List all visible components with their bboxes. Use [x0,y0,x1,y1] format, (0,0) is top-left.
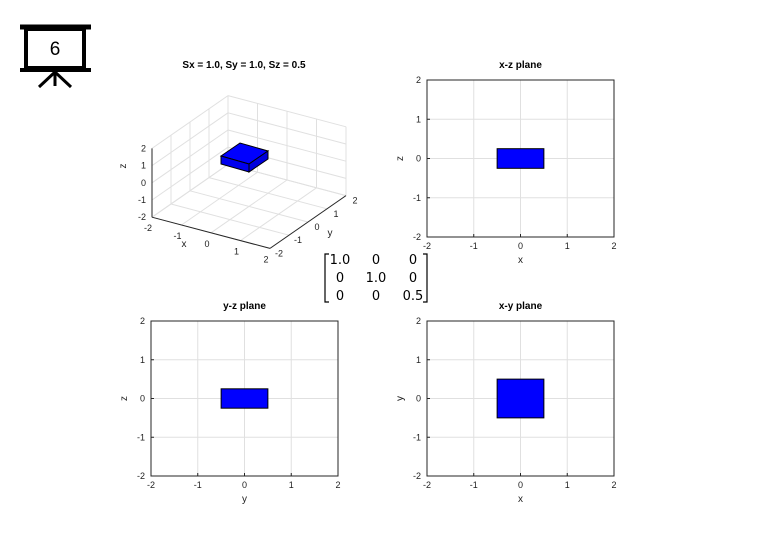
plot-3d-box [219,142,270,173]
x-axis-line [151,216,271,249]
panel-xz-plane: -2-2 -1 -1 0 0 1 1 2 2 x-z plane x z [395,60,617,266]
panel-title: y-z plane [223,301,266,312]
z-tick-label: 2 [141,143,146,153]
matrix-right-bracket [423,253,428,303]
scaled-shape [496,378,545,419]
x-tick-label: 1 [234,247,239,257]
plot-3d-ticks: -2 -1 0 1 2 -2 -1 0 1 2 -2 -1 0 1 2 [138,143,358,264]
scaled-shape [496,148,545,169]
floor-grid-line [189,190,309,223]
x-tick-label: 2 [611,480,616,490]
x-tick-label: 0 [204,239,209,249]
y-tick-label: 0 [314,222,319,232]
x-tick-label: 2 [611,241,616,251]
x-axis-label: x [518,255,523,266]
panel-title: x-z plane [499,60,542,71]
y-tick-label: -2 [413,232,421,242]
plot-3d-zlabel: z [118,164,129,169]
y-tick-label: -1 [413,432,421,442]
matrix-cell: 0 [409,271,417,286]
y-tick-label: -2 [137,471,145,481]
x-tick-label: -1 [173,231,181,241]
matrix-cell: 0 [336,271,344,286]
x-tick-label: 0 [518,480,523,490]
matrix-cells: 1.0 0 0 0 1.0 0 0 0 0.5 [330,253,424,304]
y-tick-label: -2 [413,471,421,481]
x-tick-label: -1 [470,480,478,490]
x-axis-label: y [242,494,247,505]
x-tick-label: 1 [565,241,570,251]
y-axis-line [269,195,347,249]
x-tick-label: 0 [518,241,523,251]
y-tick-label: 0 [416,154,421,164]
plot-3d-title: Sx = 1.0, Sy = 1.0, Sz = 0.5 [182,60,306,71]
y-tick-label: 1 [333,209,338,219]
z-tick-label: 0 [141,178,146,188]
box-side-face [248,150,269,173]
matrix-cell-highlighted: 0.5 [403,289,424,304]
scale-matrix: 1.0 0 0 0 1.0 0 0 0 0.5 [324,253,428,304]
slide-number: 6 [50,39,61,60]
y-tick-label: 2 [352,196,357,206]
x-tick-label: 1 [565,480,570,490]
panel-title: x-y plane [499,301,543,312]
x-tick-label: 2 [263,254,268,264]
y-tick-label: 2 [416,75,421,85]
plot-3d-xlabel: x [182,239,187,250]
matrix-left-bracket [324,253,329,303]
matrix-cell: 0 [409,253,417,268]
y-axis-label: y [395,396,406,401]
z-tick-label: -1 [138,195,146,205]
side-wall-grid-line [151,95,229,149]
z-tick-label: -2 [138,212,146,222]
y-tick-label: 1 [416,355,421,365]
y-tick-label: -1 [137,432,145,442]
y-tick-label: -1 [413,193,421,203]
y-tick-label: 1 [140,355,145,365]
floor-grid-line [208,177,328,210]
y-tick-label: 2 [416,316,421,326]
x-axis-label: x [518,494,523,505]
x-tick-label: -2 [423,480,431,490]
plot-3d: Sx = 1.0, Sy = 1.0, Sz = 0.5 -2 -1 0 1 2 -2 -1… [118,60,358,264]
x-tick-label: -1 [194,480,202,490]
x-tick-label: 0 [242,480,247,490]
z-tick-label: 1 [141,161,146,171]
x-tick-label: -2 [144,223,152,233]
matrix-cell: 0 [372,289,380,304]
matrix-cell: 0 [372,253,380,268]
y-tick-label: 1 [416,114,421,124]
x-tick-label: -2 [423,241,431,251]
x-tick-label: 2 [335,480,340,490]
presentation-board-icon: 6 [20,24,91,89]
x-tick-label: -2 [147,480,155,490]
y-axis-label: z [119,396,130,401]
y-tick-label: 0 [140,394,145,404]
side-wall-grid-line [151,129,229,184]
back-wall-grid-line [227,95,347,128]
matrix-cell: 1.0 [366,271,387,286]
side-wall-grid-line [151,112,229,167]
plot-3d-ylabel: y [328,228,333,239]
floor-grid-line [240,187,317,242]
y-tick-label: 0 [416,394,421,404]
panel-yz-plane: -2-2 -1 -1 0 0 1 1 2 2 y-z plane y z [119,301,341,505]
y-tick-label: 2 [140,316,145,326]
panel-xy-plane: -2-2 -1 -1 0 0 1 1 2 2 x-y plane x y [395,301,617,505]
plot-3d-grid [151,95,347,249]
y-axis-label: z [395,156,406,161]
x-tick-label: 1 [289,480,294,490]
scaled-shape [220,388,269,409]
x-tick-label: -1 [470,241,478,251]
y-tick-label: -1 [294,235,302,245]
y-tick-label: -2 [275,248,283,258]
back-wall-grid-line [227,112,347,145]
back-wall-grid-line [227,129,347,162]
matrix-cell: 1.0 [330,253,351,268]
matrix-cell: 0 [336,289,344,304]
